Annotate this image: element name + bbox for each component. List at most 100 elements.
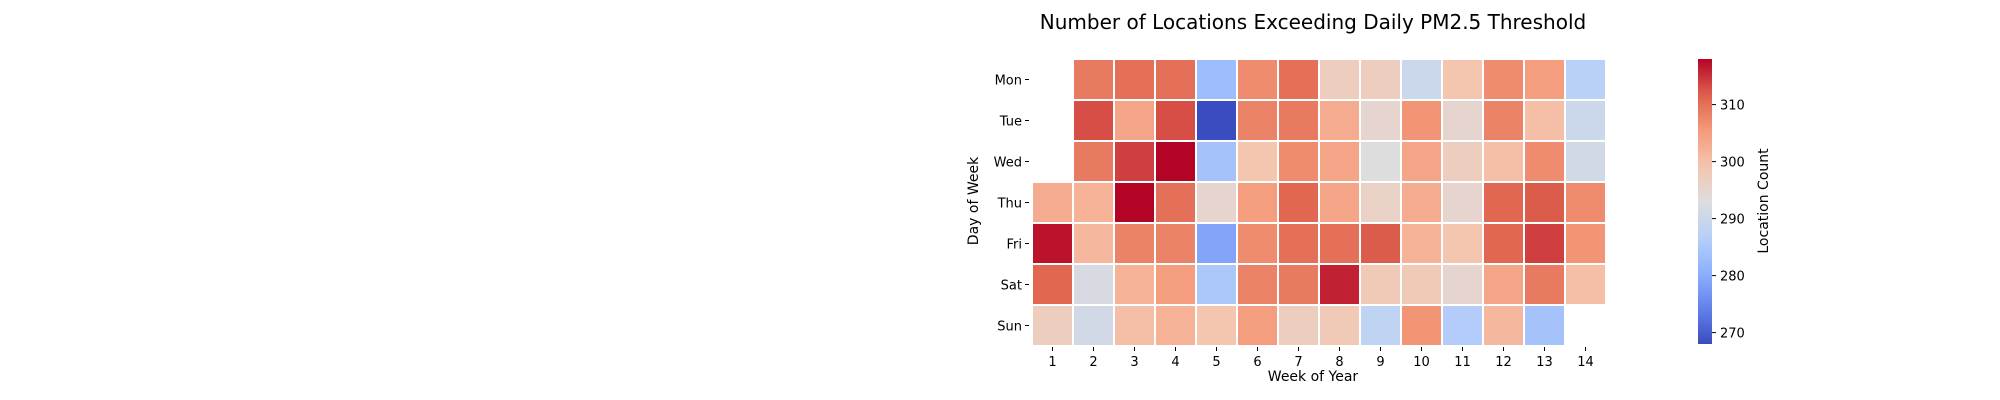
heatmap-cell bbox=[1523, 263, 1566, 306]
heatmap-cell bbox=[1277, 58, 1320, 101]
x-axis-label: Week of Year bbox=[1268, 369, 1359, 385]
x-tick-label: 14 bbox=[1577, 355, 1594, 370]
heatmap-cell bbox=[1277, 140, 1320, 183]
heatmap-cell bbox=[1441, 99, 1484, 142]
colorbar-label: Location Count bbox=[1756, 148, 1772, 254]
heatmap-cell bbox=[1400, 222, 1443, 265]
y-tick-label: Sat bbox=[1001, 279, 1022, 294]
heatmap-cell bbox=[1113, 304, 1156, 347]
heatmap-cell bbox=[1564, 263, 1607, 306]
heatmap-cell bbox=[1318, 304, 1361, 347]
heatmap-cell bbox=[1113, 263, 1156, 306]
heatmap-cell bbox=[1154, 304, 1197, 347]
heatmap-cell bbox=[1359, 140, 1402, 183]
x-tick-label: 9 bbox=[1376, 355, 1384, 370]
heatmap-cell bbox=[1113, 222, 1156, 265]
heatmap-cell bbox=[1359, 304, 1402, 347]
heatmap-cell bbox=[1523, 304, 1566, 347]
colorbar bbox=[1698, 59, 1712, 344]
heatmap-cell bbox=[1482, 181, 1525, 224]
heatmap-cell bbox=[1318, 222, 1361, 265]
chart-title: Number of Locations Exceeding Daily PM2.… bbox=[1040, 10, 1586, 34]
heatmap-cell bbox=[1236, 181, 1279, 224]
colorbar-tick-label: 280 bbox=[1720, 270, 1745, 285]
heatmap-cell bbox=[1318, 181, 1361, 224]
heatmap-cell bbox=[1072, 58, 1115, 101]
heatmap-cell bbox=[1400, 140, 1443, 183]
heatmap-cell bbox=[1154, 140, 1197, 183]
y-tick-label: Tue bbox=[999, 115, 1022, 130]
heatmap-cell bbox=[1072, 222, 1115, 265]
colorbar-tick-label: 270 bbox=[1720, 327, 1745, 342]
heatmap-cell bbox=[1441, 222, 1484, 265]
x-tick-label: 4 bbox=[1171, 355, 1179, 370]
heatmap-cell bbox=[1072, 140, 1115, 183]
heatmap-cell bbox=[1400, 263, 1443, 306]
heatmap-cell bbox=[1564, 181, 1607, 224]
heatmap-cell bbox=[1113, 181, 1156, 224]
heatmap-cell bbox=[1523, 99, 1566, 142]
x-tick-label: 8 bbox=[1335, 355, 1343, 370]
heatmap-cell bbox=[1195, 263, 1238, 306]
x-tick-label: 6 bbox=[1253, 355, 1261, 370]
heatmap-cell bbox=[1113, 58, 1156, 101]
heatmap-cell bbox=[1195, 140, 1238, 183]
heatmap-cell bbox=[1359, 58, 1402, 101]
heatmap-cell bbox=[1072, 263, 1115, 306]
heatmap-cell bbox=[1564, 222, 1607, 265]
heatmap-cell bbox=[1277, 304, 1320, 347]
heatmap-cell bbox=[1154, 58, 1197, 101]
heatmap-cell bbox=[1195, 99, 1238, 142]
heatmap-cell bbox=[1236, 140, 1279, 183]
heatmap-cell bbox=[1482, 222, 1525, 265]
heatmap-cell bbox=[1441, 304, 1484, 347]
heatmap-cell bbox=[1195, 304, 1238, 347]
y-tick-label: Sun bbox=[997, 320, 1022, 335]
heatmap-cell bbox=[1564, 99, 1607, 142]
heatmap-cell bbox=[1113, 140, 1156, 183]
heatmap-cell bbox=[1072, 304, 1115, 347]
heatmap-cell bbox=[1236, 222, 1279, 265]
x-tick-label: 10 bbox=[1413, 355, 1430, 370]
y-tick-label: Thu bbox=[997, 197, 1022, 212]
heatmap-cell bbox=[1277, 263, 1320, 306]
x-tick-label: 12 bbox=[1495, 355, 1512, 370]
heatmap-cell bbox=[1523, 181, 1566, 224]
heatmap-cell bbox=[1564, 140, 1607, 183]
heatmap-cell bbox=[1400, 99, 1443, 142]
heatmap-cell bbox=[1359, 181, 1402, 224]
heatmap-cell bbox=[1482, 263, 1525, 306]
heatmap-cell bbox=[1523, 222, 1566, 265]
x-tick-label: 7 bbox=[1294, 355, 1302, 370]
x-tick-label: 13 bbox=[1536, 355, 1553, 370]
heatmap-cell bbox=[1154, 263, 1197, 306]
x-axis-ticks: 1 2 3 4 5 6 7 8 9 10 11 12 13 14 bbox=[1048, 347, 1594, 370]
heatmap-cell bbox=[1441, 263, 1484, 306]
heatmap-cell bbox=[1441, 181, 1484, 224]
heatmap-cell bbox=[1072, 181, 1115, 224]
y-axis-label: Day of Week bbox=[966, 156, 982, 245]
colorbar-tick-label: 290 bbox=[1720, 213, 1745, 228]
heatmap-cell bbox=[1031, 181, 1074, 224]
heatmap-cell bbox=[1441, 58, 1484, 101]
heatmap-cell bbox=[1400, 304, 1443, 347]
heatmap-cell bbox=[1359, 222, 1402, 265]
heatmap-cell bbox=[1400, 181, 1443, 224]
heatmap-cell bbox=[1359, 263, 1402, 306]
heatmap-cell bbox=[1236, 304, 1279, 347]
heatmap-cell bbox=[1564, 58, 1607, 101]
heatmap-cell bbox=[1154, 181, 1197, 224]
heatmap-cell bbox=[1236, 58, 1279, 101]
heatmap-cell bbox=[1031, 222, 1074, 265]
heatmap-cell bbox=[1523, 58, 1566, 101]
heatmap-cell bbox=[1236, 263, 1279, 306]
heatmap-cell bbox=[1277, 222, 1320, 265]
x-tick-label: 11 bbox=[1454, 355, 1471, 370]
heatmap-cell bbox=[1482, 140, 1525, 183]
x-tick-label: 3 bbox=[1130, 355, 1138, 370]
heatmap-cell bbox=[1072, 99, 1115, 142]
heatmap-cell bbox=[1195, 222, 1238, 265]
colorbar-tick-label: 310 bbox=[1720, 99, 1745, 114]
colorbar-tick-label: 300 bbox=[1720, 156, 1745, 171]
heatmap-cell bbox=[1318, 58, 1361, 101]
